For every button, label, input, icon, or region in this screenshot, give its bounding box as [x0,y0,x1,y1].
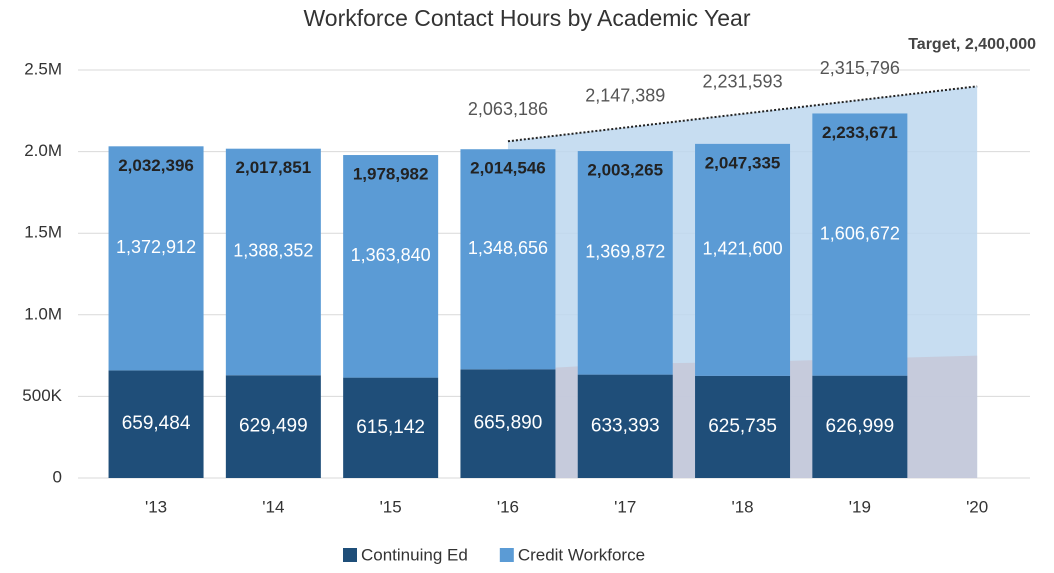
x-tick-label: '16 [497,497,519,516]
y-tick-label: 1.0M [24,304,62,323]
data-label: 625,735 [708,416,777,437]
total-label: 2,003,265 [587,161,663,180]
bar-segment [577,374,673,478]
total-label: 2,017,851 [236,158,312,177]
bar-segment [812,113,908,376]
legend-label: Continuing Ed [361,545,468,564]
x-tick-label: '17 [614,497,636,516]
target-label: Target, 2,400,000 [908,36,1036,53]
data-label: 633,393 [591,415,660,436]
bar-segment [695,375,791,478]
legend-swatch [343,548,357,562]
x-tick-label: '14 [262,497,284,516]
target-label: 2,231,593 [703,72,783,92]
data-label: 1,348,656 [468,238,548,258]
bar-segment [225,375,321,478]
data-label: 629,499 [239,416,308,437]
total-label: 2,233,671 [822,123,898,142]
target-label: 2,147,389 [585,85,665,105]
target-label: 2,063,186 [468,99,548,119]
bar-segment [343,377,439,478]
legend-label: Credit Workforce [518,545,645,564]
bar-segment [460,149,556,370]
y-tick-label: 2.0M [24,141,62,160]
total-label: 1,978,982 [353,165,429,184]
total-label: 2,047,335 [705,153,781,172]
data-label: 1,363,840 [351,245,431,265]
data-label: 1,372,912 [116,237,196,257]
bar-segment [460,369,556,478]
x-tick-label: '18 [731,497,753,516]
chart-title: Workforce Contact Hours by Academic Year [303,5,750,31]
bar-segment [108,146,204,371]
target-label: 2,315,796 [820,58,900,78]
bar-segment [225,148,321,376]
total-label: 2,032,396 [118,156,194,175]
x-tick-label: '20 [966,497,988,516]
bar-segment [695,143,791,376]
data-label: 1,606,672 [820,223,900,243]
bar-segment [812,375,908,478]
bar-segment [343,155,439,378]
x-tick-label: '13 [145,497,167,516]
bar-segment [577,151,673,375]
x-tick-label: '19 [849,497,871,516]
x-tick-label: '15 [380,497,402,516]
data-label: 1,369,872 [585,242,665,262]
data-label: 1,421,600 [703,239,783,259]
data-label: 615,142 [356,417,425,438]
legend-swatch [499,548,514,562]
y-tick-label: 500K [22,386,62,405]
data-label: 659,484 [122,413,191,434]
data-label: 626,999 [826,416,895,437]
total-label: 2,014,546 [470,159,546,178]
y-tick-label: 0 [53,467,62,486]
data-label: 665,890 [474,413,543,434]
target-line [507,85,978,143]
y-tick-label: 2.5M [24,59,62,78]
data-label: 1,388,352 [233,241,313,261]
bar-segment [108,370,204,478]
y-tick-label: 1.5M [24,223,62,242]
